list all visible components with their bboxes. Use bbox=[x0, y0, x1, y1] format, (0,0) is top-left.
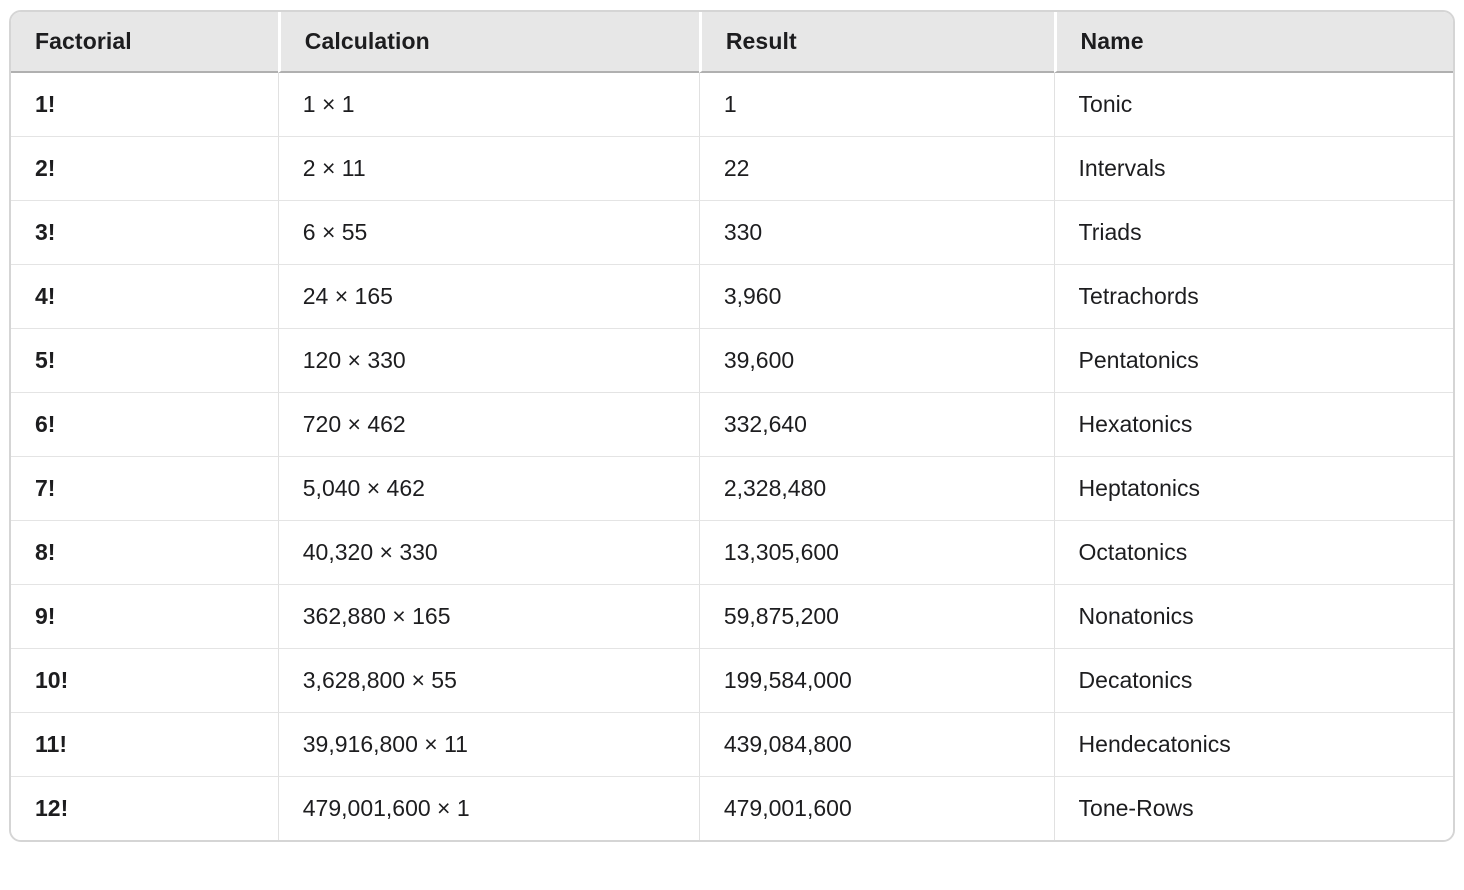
cell-result: 199,584,000 bbox=[698, 649, 1054, 713]
cell-result: 1 bbox=[698, 73, 1054, 137]
cell-result: 13,305,600 bbox=[698, 521, 1054, 585]
cell-factorial: 10! bbox=[11, 649, 278, 713]
cell-calculation: 6 × 55 bbox=[277, 201, 699, 265]
table-row: 5! 120 × 330 39,600 Pentatonics bbox=[11, 329, 1453, 393]
column-header-factorial: Factorial bbox=[11, 12, 278, 73]
table-row: 4! 24 × 165 3,960 Tetrachords bbox=[11, 265, 1453, 329]
cell-result: 330 bbox=[698, 201, 1054, 265]
cell-calculation: 40,320 × 330 bbox=[277, 521, 699, 585]
cell-calculation: 2 × 11 bbox=[277, 137, 699, 201]
table-row: 1! 1 × 1 1 Tonic bbox=[11, 73, 1453, 137]
table-body: 1! 1 × 1 1 Tonic 2! 2 × 11 22 Intervals … bbox=[11, 73, 1453, 840]
table-row: 3! 6 × 55 330 Triads bbox=[11, 201, 1453, 265]
cell-name: Tone-Rows bbox=[1053, 777, 1453, 840]
cell-name: Intervals bbox=[1053, 137, 1453, 201]
cell-calculation: 362,880 × 165 bbox=[277, 585, 699, 649]
cell-calculation: 479,001,600 × 1 bbox=[277, 777, 699, 840]
cell-factorial: 6! bbox=[11, 393, 278, 457]
cell-name: Octatonics bbox=[1053, 521, 1453, 585]
cell-result: 2,328,480 bbox=[698, 457, 1054, 521]
cell-factorial: 8! bbox=[11, 521, 278, 585]
table-row: 8! 40,320 × 330 13,305,600 Octatonics bbox=[11, 521, 1453, 585]
cell-factorial: 11! bbox=[11, 713, 278, 777]
column-header-result: Result bbox=[698, 12, 1054, 73]
column-header-name: Name bbox=[1053, 12, 1453, 73]
cell-name: Hexatonics bbox=[1053, 393, 1453, 457]
cell-factorial: 3! bbox=[11, 201, 278, 265]
column-header-calculation: Calculation bbox=[277, 12, 699, 73]
cell-factorial: 5! bbox=[11, 329, 278, 393]
cell-factorial: 2! bbox=[11, 137, 278, 201]
cell-calculation: 120 × 330 bbox=[277, 329, 699, 393]
cell-result: 22 bbox=[698, 137, 1054, 201]
cell-calculation: 5,040 × 462 bbox=[277, 457, 699, 521]
cell-result: 439,084,800 bbox=[698, 713, 1054, 777]
table-row: 11! 39,916,800 × 11 439,084,800 Hendecat… bbox=[11, 713, 1453, 777]
cell-factorial: 9! bbox=[11, 585, 278, 649]
cell-name: Tetrachords bbox=[1053, 265, 1453, 329]
cell-result: 39,600 bbox=[698, 329, 1054, 393]
cell-name: Heptatonics bbox=[1053, 457, 1453, 521]
table-row: 2! 2 × 11 22 Intervals bbox=[11, 137, 1453, 201]
cell-name: Hendecatonics bbox=[1053, 713, 1453, 777]
cell-name: Triads bbox=[1053, 201, 1453, 265]
cell-calculation: 3,628,800 × 55 bbox=[277, 649, 699, 713]
cell-factorial: 7! bbox=[11, 457, 278, 521]
table-header: Factorial Calculation Result Name bbox=[11, 12, 1453, 73]
cell-factorial: 1! bbox=[11, 73, 278, 137]
cell-name: Nonatonics bbox=[1053, 585, 1453, 649]
cell-result: 479,001,600 bbox=[698, 777, 1054, 840]
cell-calculation: 1 × 1 bbox=[277, 73, 699, 137]
cell-calculation: 24 × 165 bbox=[277, 265, 699, 329]
table-row: 12! 479,001,600 × 1 479,001,600 Tone-Row… bbox=[11, 777, 1453, 840]
cell-factorial: 12! bbox=[11, 777, 278, 840]
cell-result: 59,875,200 bbox=[698, 585, 1054, 649]
factorial-table: Factorial Calculation Result Name 1! 1 ×… bbox=[9, 10, 1455, 842]
cell-name: Decatonics bbox=[1053, 649, 1453, 713]
cell-result: 3,960 bbox=[698, 265, 1054, 329]
table-header-row: Factorial Calculation Result Name bbox=[11, 12, 1453, 73]
table-row: 6! 720 × 462 332,640 Hexatonics bbox=[11, 393, 1453, 457]
cell-name: Pentatonics bbox=[1053, 329, 1453, 393]
cell-result: 332,640 bbox=[698, 393, 1054, 457]
cell-factorial: 4! bbox=[11, 265, 278, 329]
table-row: 10! 3,628,800 × 55 199,584,000 Decatonic… bbox=[11, 649, 1453, 713]
cell-name: Tonic bbox=[1053, 73, 1453, 137]
cell-calculation: 720 × 462 bbox=[277, 393, 699, 457]
cell-calculation: 39,916,800 × 11 bbox=[277, 713, 699, 777]
table-row: 9! 362,880 × 165 59,875,200 Nonatonics bbox=[11, 585, 1453, 649]
table-row: 7! 5,040 × 462 2,328,480 Heptatonics bbox=[11, 457, 1453, 521]
